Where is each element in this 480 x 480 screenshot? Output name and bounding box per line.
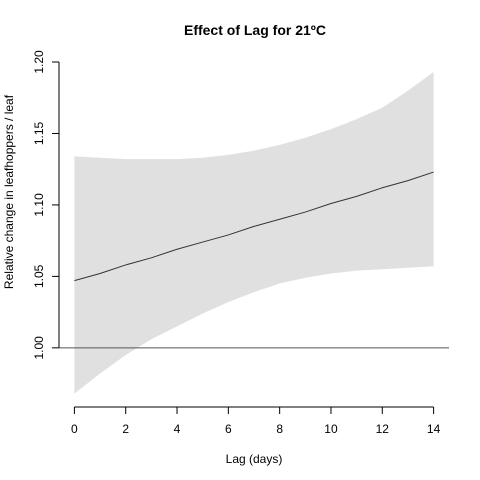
y-tick-label: 1.05 — [32, 264, 46, 288]
x-tick-label: 10 — [324, 422, 338, 436]
confidence-band — [74, 72, 434, 394]
y-tick-label: 1.15 — [32, 121, 46, 145]
x-tick-label: 2 — [122, 422, 129, 436]
y-tick-label: 1.20 — [32, 50, 46, 74]
estimate-line — [74, 171, 434, 282]
x-tick-label: 12 — [376, 422, 390, 436]
x-axis-label: Lag (days) — [226, 452, 283, 466]
y-tick-label: 1.00 — [32, 336, 46, 360]
x-tick-label: 6 — [225, 422, 232, 436]
x-tick-label: 0 — [71, 422, 78, 436]
x-tick-label: 8 — [276, 422, 283, 436]
x-tick-label: 4 — [174, 422, 181, 436]
chart-title: Effect of Lag for 21ºC — [184, 22, 326, 38]
x-tick-label: 14 — [427, 422, 441, 436]
y-axis-label: Relative change in leafhoppers / leaf — [2, 94, 16, 289]
y-tick-label: 1.10 — [32, 193, 46, 217]
